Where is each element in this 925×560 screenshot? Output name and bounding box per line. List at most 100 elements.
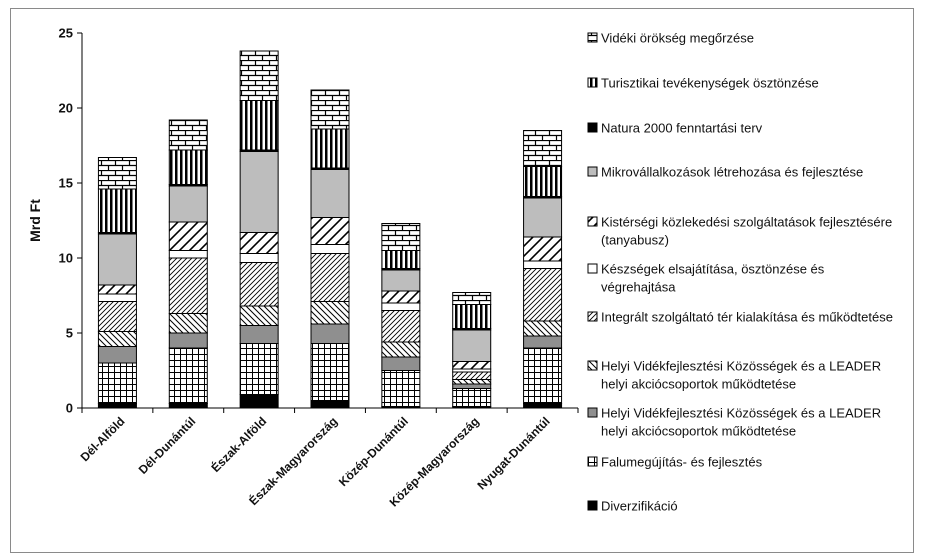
legend-label: Integrált szolgáltató tér kialakítása és… bbox=[601, 310, 893, 325]
legend-label: Kistérségi közlekedési szolgáltatások fe… bbox=[601, 215, 892, 248]
bar-segment-4 bbox=[168, 313, 208, 334]
bar-segment-11 bbox=[523, 130, 563, 167]
legend-swatch bbox=[587, 407, 598, 418]
bar-segment-3 bbox=[97, 346, 137, 364]
bar-segment-11 bbox=[452, 292, 492, 305]
y-axis-title: Mrd Ft bbox=[27, 199, 43, 242]
bar-segment-4 bbox=[381, 341, 421, 358]
bar-segment-2 bbox=[239, 343, 279, 395]
legend-label: Diverzifikáció bbox=[601, 499, 678, 514]
bar-segment-4 bbox=[239, 305, 279, 326]
category-label: Dél-Dunántúl bbox=[136, 414, 199, 477]
bar-segment-5 bbox=[97, 301, 137, 332]
legend-label: Natura 2000 fenntartási terv bbox=[601, 121, 763, 136]
legend-swatch bbox=[587, 311, 598, 322]
bar-segment-3 bbox=[381, 356, 421, 371]
bar-segment-5 bbox=[381, 310, 421, 343]
bar-segment-8 bbox=[452, 329, 492, 362]
bar-segment-10 bbox=[168, 149, 208, 185]
bar-segment-10 bbox=[381, 250, 421, 269]
legend-swatch bbox=[587, 166, 598, 177]
bar-segment-7 bbox=[97, 284, 137, 295]
bar-segment-8 bbox=[97, 233, 137, 286]
y-tick-label: 10 bbox=[59, 251, 73, 266]
legend-swatch bbox=[587, 77, 598, 88]
bar-segment-2 bbox=[97, 362, 137, 404]
bar-segment-6 bbox=[97, 293, 137, 302]
bar-segment-8 bbox=[381, 269, 421, 292]
bar-segment-7 bbox=[168, 221, 208, 251]
bar-segment-8 bbox=[239, 151, 279, 233]
bar-segment-11 bbox=[239, 50, 279, 101]
legend-swatch bbox=[587, 360, 598, 371]
bar-segment-3 bbox=[523, 335, 563, 349]
legend-swatch bbox=[587, 32, 598, 43]
bar-segment-11 bbox=[381, 223, 421, 251]
bar-segment-1 bbox=[239, 394, 279, 409]
bar-segment-5 bbox=[239, 262, 279, 307]
legend-label: Turisztikai tevékenységek ösztönzése bbox=[601, 76, 819, 91]
bar-segment-2 bbox=[310, 343, 350, 401]
legend-label: Helyi Vidékfejlesztési Közösségek és a L… bbox=[601, 406, 881, 439]
bar-segment-1 bbox=[168, 403, 208, 409]
bar-segment-10 bbox=[97, 188, 137, 233]
legend-label: Falumegújítás- és fejlesztés bbox=[601, 455, 763, 470]
bar-segment-6 bbox=[168, 250, 208, 259]
bar-segment-1 bbox=[310, 400, 350, 409]
bar-segment-11 bbox=[97, 157, 137, 190]
bar-segment-7 bbox=[239, 232, 279, 254]
category-label: Közép-Dunántúl bbox=[336, 414, 411, 489]
bar-segment-5 bbox=[168, 257, 208, 314]
bar-segment-4 bbox=[452, 379, 492, 385]
bar-segment-2 bbox=[452, 388, 492, 407]
bar-segment-4 bbox=[310, 301, 350, 325]
legend-label: Helyi Vidékfejlesztési Közösségek és a L… bbox=[601, 359, 881, 392]
bar-segment-2 bbox=[523, 347, 563, 404]
bar-segment-1 bbox=[523, 403, 563, 409]
bar-segment-11 bbox=[168, 119, 208, 151]
bar-segment-8 bbox=[310, 169, 350, 218]
legend-swatch bbox=[587, 122, 598, 133]
legend-swatch bbox=[587, 456, 598, 467]
bar-segment-11 bbox=[310, 89, 350, 130]
legend-swatch bbox=[587, 216, 598, 227]
y-tick-label: 25 bbox=[59, 26, 73, 41]
y-tick-label: 5 bbox=[66, 326, 73, 341]
legend-swatch bbox=[587, 500, 598, 511]
y-tick-label: 15 bbox=[59, 176, 73, 191]
bar-segment-8 bbox=[523, 197, 563, 238]
y-tick-label: 0 bbox=[66, 401, 73, 416]
bar-segment-6 bbox=[239, 253, 279, 263]
bar-segment-3 bbox=[310, 323, 350, 344]
bar-segment-5 bbox=[523, 268, 563, 322]
bar-segment-7 bbox=[310, 217, 350, 245]
bar-segment-2 bbox=[381, 370, 421, 407]
chart-frame bbox=[10, 8, 914, 553]
bar-segment-6 bbox=[523, 260, 563, 269]
bar-segment-10 bbox=[523, 166, 563, 197]
bar-segment-10 bbox=[239, 100, 279, 151]
bar-segment-3 bbox=[168, 332, 208, 349]
category-label: Nyugat-Dunántúl bbox=[474, 414, 552, 492]
bar-segment-10 bbox=[452, 304, 492, 329]
legend-label: Készségek elsajátítása, ösztönzése és vég… bbox=[601, 262, 825, 295]
bar-segment-7 bbox=[523, 236, 563, 262]
legend-label: Vidéki örökség megőrzése bbox=[601, 31, 754, 46]
bar-segment-1 bbox=[97, 403, 137, 409]
bar-segment-8 bbox=[168, 185, 208, 223]
y-tick-label: 20 bbox=[59, 101, 73, 116]
bar-segment-4 bbox=[523, 320, 563, 337]
bar-segment-7 bbox=[381, 290, 421, 304]
legend-label: Mikrovállalkozások létrehozása és fejles… bbox=[601, 165, 863, 180]
bar-segment-6 bbox=[381, 302, 421, 311]
bar-segment-5 bbox=[310, 253, 350, 302]
bar-segment-6 bbox=[310, 244, 350, 254]
legend-swatch bbox=[587, 263, 598, 274]
bar-segment-3 bbox=[239, 325, 279, 344]
bar-segment-5 bbox=[452, 371, 492, 380]
bar-segment-3 bbox=[452, 383, 492, 389]
bar-segment-4 bbox=[97, 331, 137, 347]
category-label: Dél-Alföld bbox=[78, 414, 128, 464]
bar-segment-2 bbox=[168, 347, 208, 404]
